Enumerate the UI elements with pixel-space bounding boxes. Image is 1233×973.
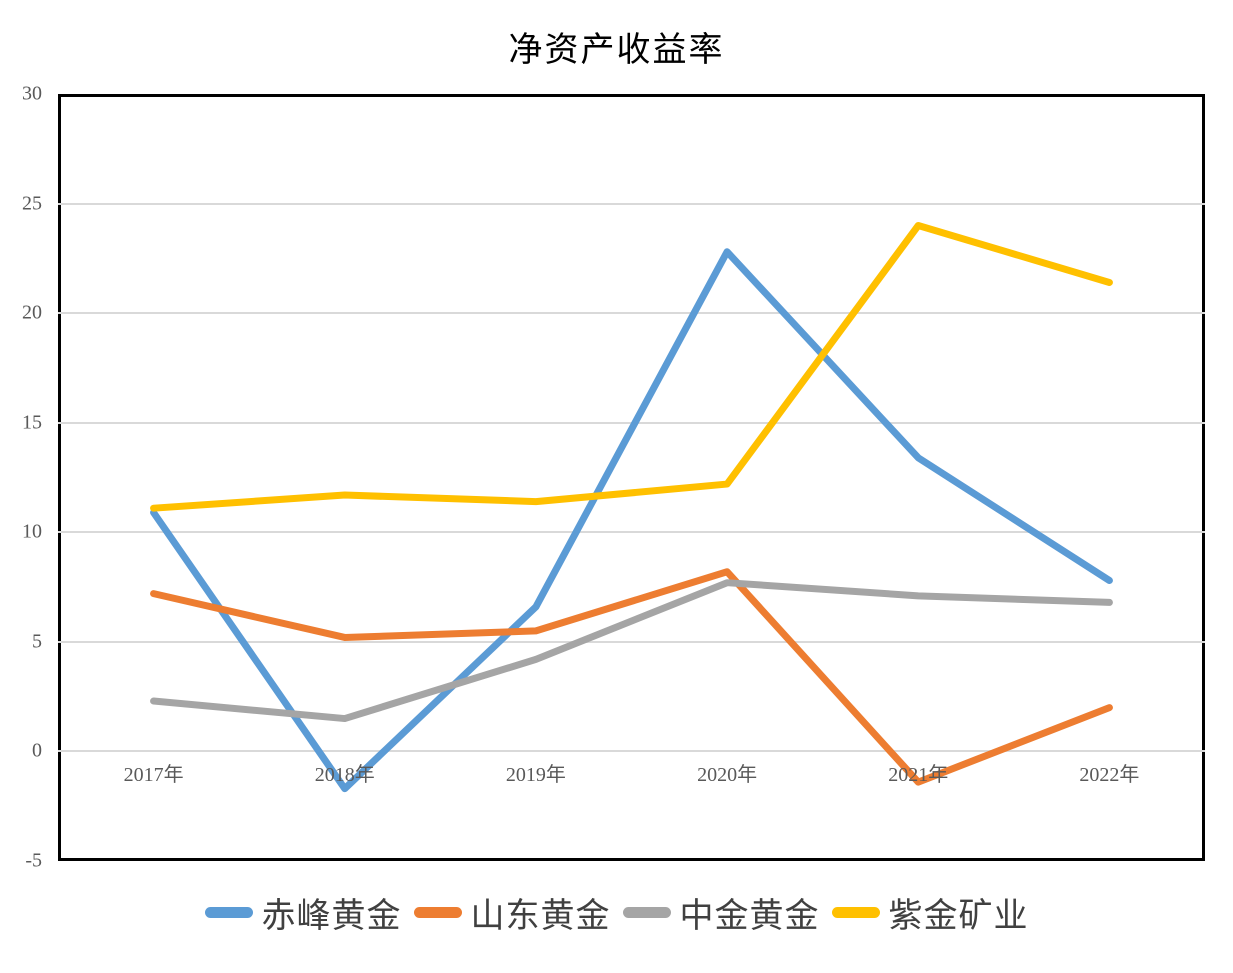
x-axis-tick-label: 2017年 xyxy=(123,764,184,786)
x-axis-tick-label: 2020年 xyxy=(697,764,758,786)
x-axis-tick-label: 2022年 xyxy=(1079,764,1140,786)
legend-item[interactable]: 紫金矿业 xyxy=(831,888,1029,937)
legend-label: 紫金矿业 xyxy=(888,898,1029,935)
plot-area-frame xyxy=(58,94,1205,861)
y-axis-tick-label: 5 xyxy=(32,630,42,653)
legend-swatch-icon xyxy=(204,907,253,918)
y-axis-tick-label: 10 xyxy=(22,520,42,543)
x-axis-tick-label: 2021年 xyxy=(888,764,949,786)
y-axis-tick-labels: -5 0 5 10 15 20 25 30 xyxy=(0,83,52,872)
legend-label: 赤峰黄金 xyxy=(261,898,402,935)
legend-swatch-icon xyxy=(413,907,462,918)
series-line xyxy=(150,579,1113,723)
y-axis-tick-label: 0 xyxy=(32,739,42,762)
chart-legend: 赤峰黄金 山东黄金 中金黄金 紫金矿业 xyxy=(0,888,1233,937)
y-axis-tick-label: 30 xyxy=(22,82,42,105)
series-line xyxy=(150,248,1113,793)
x-axis-tick-label: 2018年 xyxy=(314,764,375,786)
legend-item[interactable]: 中金黄金 xyxy=(622,888,820,937)
legend-label: 山东黄金 xyxy=(470,898,611,935)
series-line xyxy=(150,568,1113,786)
y-axis-tick-label: 25 xyxy=(22,192,42,215)
x-axis-tick-labels: 2017年 2018年 2019年 2020年 2021年 2022年 xyxy=(58,758,1205,798)
legend-item[interactable]: 山东黄金 xyxy=(413,888,611,937)
legend-swatch-icon xyxy=(831,907,880,918)
chart-title: 净资产收益率 xyxy=(508,32,725,69)
y-axis-tick-label: 20 xyxy=(22,301,42,324)
legend-label: 中金黄金 xyxy=(679,898,820,935)
legend-item[interactable]: 赤峰黄金 xyxy=(204,888,402,937)
y-axis-tick-label: -5 xyxy=(25,849,42,872)
x-axis-tick-label: 2019年 xyxy=(505,764,566,786)
series-lines xyxy=(150,221,1113,793)
series-line xyxy=(150,221,1113,512)
y-axis-tick-label: 15 xyxy=(22,411,42,434)
legend-swatch-icon xyxy=(622,907,671,918)
